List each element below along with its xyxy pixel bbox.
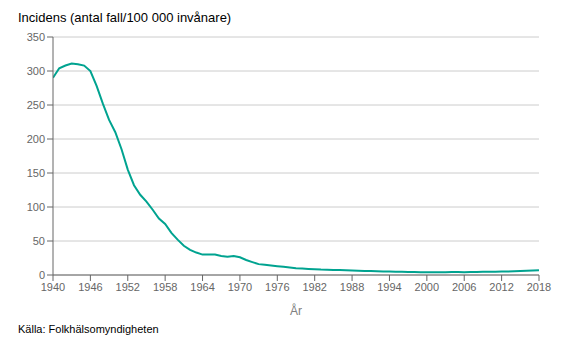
svg-text:2018: 2018 [527, 281, 551, 293]
svg-text:100: 100 [27, 201, 45, 213]
svg-text:350: 350 [27, 31, 45, 43]
svg-text:0: 0 [39, 269, 45, 281]
svg-text:1994: 1994 [377, 281, 401, 293]
svg-text:1940: 1940 [41, 281, 65, 293]
svg-text:1946: 1946 [78, 281, 102, 293]
html-text:Incidens (antal fall/100 000 i: Incidens (antal fall/100 000 invånare) [18, 10, 232, 25]
svg-text:1976: 1976 [265, 281, 289, 293]
svg-text:2012: 2012 [489, 281, 513, 293]
svg-text:1988: 1988 [340, 281, 364, 293]
svg-text:1970: 1970 [228, 281, 252, 293]
svg-text:1952: 1952 [116, 281, 140, 293]
svg-text:2006: 2006 [452, 281, 476, 293]
svg-text:År: År [290, 303, 302, 318]
svg-text:1982: 1982 [302, 281, 326, 293]
svg-text:50: 50 [33, 235, 45, 247]
svg-text:200: 200 [27, 133, 45, 145]
svg-text:1964: 1964 [190, 281, 214, 293]
svg-text:250: 250 [27, 99, 45, 111]
svg-text:150: 150 [27, 167, 45, 179]
svg-text:300: 300 [27, 65, 45, 77]
svg-text:2000: 2000 [415, 281, 439, 293]
html-text:Källa: Folkhälsomyndigheten: Källa: Folkhälsomyndigheten [18, 323, 159, 335]
svg-text:1958: 1958 [153, 281, 177, 293]
